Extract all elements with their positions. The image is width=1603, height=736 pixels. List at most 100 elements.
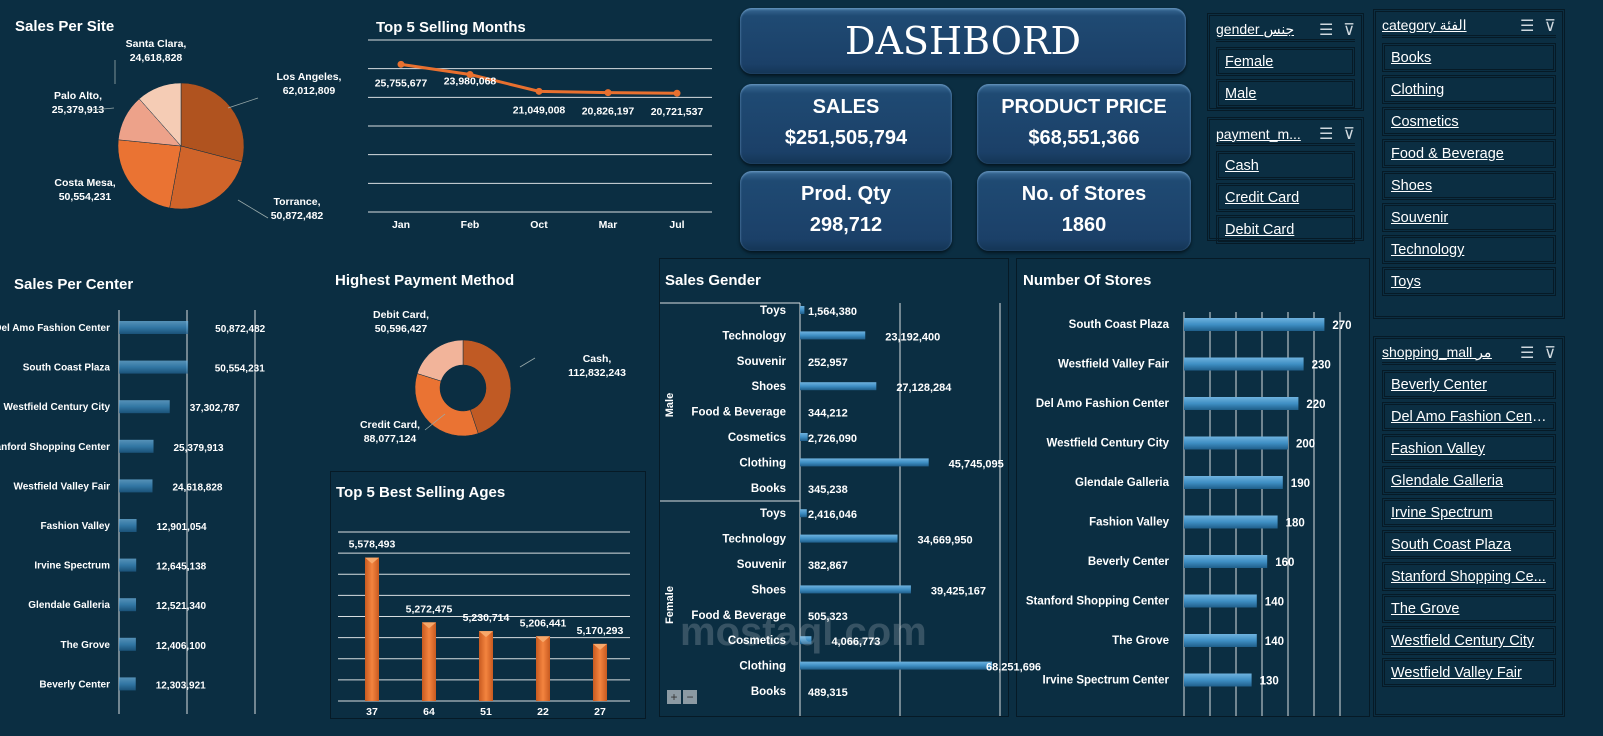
y-tick-label: Westfield Century City <box>1047 438 1170 450</box>
data-label: 68,251,696 <box>986 662 1041 674</box>
slicer-item[interactable]: Male <box>1216 79 1355 108</box>
kpi-no-of-stores: No. of Stores 1860 <box>977 171 1191 251</box>
kpi-label: No. of Stores <box>1021 183 1147 205</box>
data-label: 12,901,054 <box>157 522 207 533</box>
label-name: Costa Mesa, <box>54 177 115 189</box>
bar <box>800 382 877 391</box>
data-label: 5,272,475 <box>406 603 453 615</box>
leader-line <box>424 413 446 431</box>
data-label: Palo Alto, 25,379,913 <box>52 90 105 116</box>
slicer-item[interactable]: Souvenir <box>1382 203 1556 232</box>
slicer-item[interactable]: Toys <box>1382 267 1556 296</box>
slicer-item[interactable]: South Coast Plaza <box>1382 530 1556 559</box>
y-tick-label: Stanford Shopping Center <box>0 442 110 453</box>
multi-select-icon[interactable]: ☰ <box>1318 125 1334 143</box>
kpi-label: Prod. Qty <box>800 183 891 205</box>
data-label: 130 <box>1260 676 1279 688</box>
slicer-item[interactable]: Shoes <box>1382 171 1556 200</box>
slicer-item[interactable]: Food & Beverage <box>1382 139 1556 168</box>
data-label: 5,170,293 <box>577 625 624 637</box>
slicer-header: payment_m... ☰ ⊽ <box>1216 124 1355 146</box>
data-label: 12,645,138 <box>156 562 206 573</box>
pie-slice <box>416 339 464 382</box>
y-tick-label: The Grove <box>1112 635 1169 647</box>
multi-select-icon[interactable]: ☰ <box>1519 344 1535 362</box>
y-tick-label: Fashion Valley <box>1089 517 1169 529</box>
bar <box>119 439 154 453</box>
title-text: DASHBORD <box>845 19 1081 63</box>
label-name: Los Angeles, <box>277 71 342 83</box>
label-name: Debit Card, <box>373 309 429 321</box>
slicer-item[interactable]: Del Amo Fashion Center <box>1382 402 1556 431</box>
zoom-in-button[interactable]: + <box>667 690 681 704</box>
slicer-item[interactable]: Cash <box>1216 151 1355 180</box>
x-tick-label: Feb <box>461 219 480 231</box>
chart-title: Highest Payment Method <box>335 272 514 289</box>
dashboard-title: DASHBORD <box>740 8 1186 74</box>
bar <box>800 661 992 670</box>
slicer-item[interactable]: Credit Card <box>1216 183 1355 212</box>
clear-filter-icon[interactable]: ⊽ <box>1544 344 1556 362</box>
data-label: Los Angeles, 62,012,809 <box>277 71 342 97</box>
y-tick-label: Del Amo Fashion Center <box>1036 398 1170 410</box>
slicer-title: payment_m... <box>1216 125 1301 142</box>
x-tick-label: Jan <box>392 219 410 231</box>
x-tick-label: Oct <box>530 219 548 231</box>
kpi-value: $68,551,366 <box>1028 127 1140 149</box>
data-point <box>466 71 474 79</box>
payment-slicer: payment_m... ☰ ⊽ Cash Credit Card Debit Card <box>1207 117 1364 244</box>
leader-line <box>91 107 115 111</box>
bar <box>1184 634 1257 647</box>
data-label: 344,212 <box>808 408 848 420</box>
bar <box>800 534 898 543</box>
chart-title: Top 5 Selling Months <box>376 19 526 36</box>
x-tick-label: 22 <box>537 706 549 718</box>
slicer-item[interactable]: Irvine Spectrum <box>1382 498 1556 527</box>
data-label: 25,755,677 <box>375 77 428 89</box>
slicer-item[interactable]: Beverly Center <box>1382 370 1556 399</box>
pie-slice <box>462 339 512 434</box>
slicer-item[interactable]: Technology <box>1382 235 1556 264</box>
bar <box>800 458 929 467</box>
slicer-item[interactable]: Westfield Century City <box>1382 626 1556 655</box>
y-tick-label: Books <box>751 686 786 698</box>
multi-select-icon[interactable]: ☰ <box>1318 21 1334 39</box>
y-tick-label: Glendale Galleria <box>28 600 110 611</box>
multi-select-icon[interactable]: ☰ <box>1519 17 1535 35</box>
pie-slice <box>117 139 182 209</box>
data-label: 39,425,167 <box>931 585 986 597</box>
slicer-item[interactable]: Glendale Galleria <box>1382 466 1556 495</box>
clear-filter-icon[interactable]: ⊽ <box>1343 21 1355 39</box>
data-label: 12,303,921 <box>156 680 206 691</box>
clear-filter-icon[interactable]: ⊽ <box>1343 125 1355 143</box>
clear-filter-icon[interactable]: ⊽ <box>1544 17 1556 35</box>
slicer-item[interactable]: Clothing <box>1382 75 1556 104</box>
slicer-item[interactable]: Female <box>1216 47 1355 76</box>
slicer-item[interactable]: Books <box>1382 43 1556 72</box>
slicer-item[interactable]: Westfield Valley Fair <box>1382 658 1556 687</box>
zoom-out-button[interactable]: − <box>683 690 697 704</box>
y-tick-label: Fashion Valley <box>41 521 111 532</box>
y-tick-label: Books <box>751 483 786 495</box>
label-value: 50,596,427 <box>375 323 428 335</box>
data-label: 21,049,008 <box>513 104 566 116</box>
data-point <box>673 89 681 97</box>
slicer-item[interactable]: Fashion Valley <box>1382 434 1556 463</box>
label-value: 88,077,124 <box>364 433 417 445</box>
data-label: 140 <box>1265 636 1284 648</box>
y-tick-label: Stanford Shopping Center <box>1026 596 1170 608</box>
label-value: 112,832,243 <box>568 367 626 379</box>
slicer-item[interactable]: The Grove <box>1382 594 1556 623</box>
kpi-prod-qty: Prod. Qty 298,712 <box>740 171 952 251</box>
data-point <box>397 60 405 68</box>
slicer-item[interactable]: Stanford Shopping Ce... <box>1382 562 1556 591</box>
slicer-item[interactable]: Debit Card <box>1216 215 1355 244</box>
data-label: 45,745,095 <box>949 458 1004 470</box>
bar <box>1184 476 1283 489</box>
data-label: 160 <box>1275 557 1294 569</box>
bar <box>1184 436 1288 450</box>
slicer-item[interactable]: Cosmetics <box>1382 107 1556 136</box>
data-label: 230 <box>1312 360 1331 372</box>
data-label: 345,238 <box>808 484 848 496</box>
